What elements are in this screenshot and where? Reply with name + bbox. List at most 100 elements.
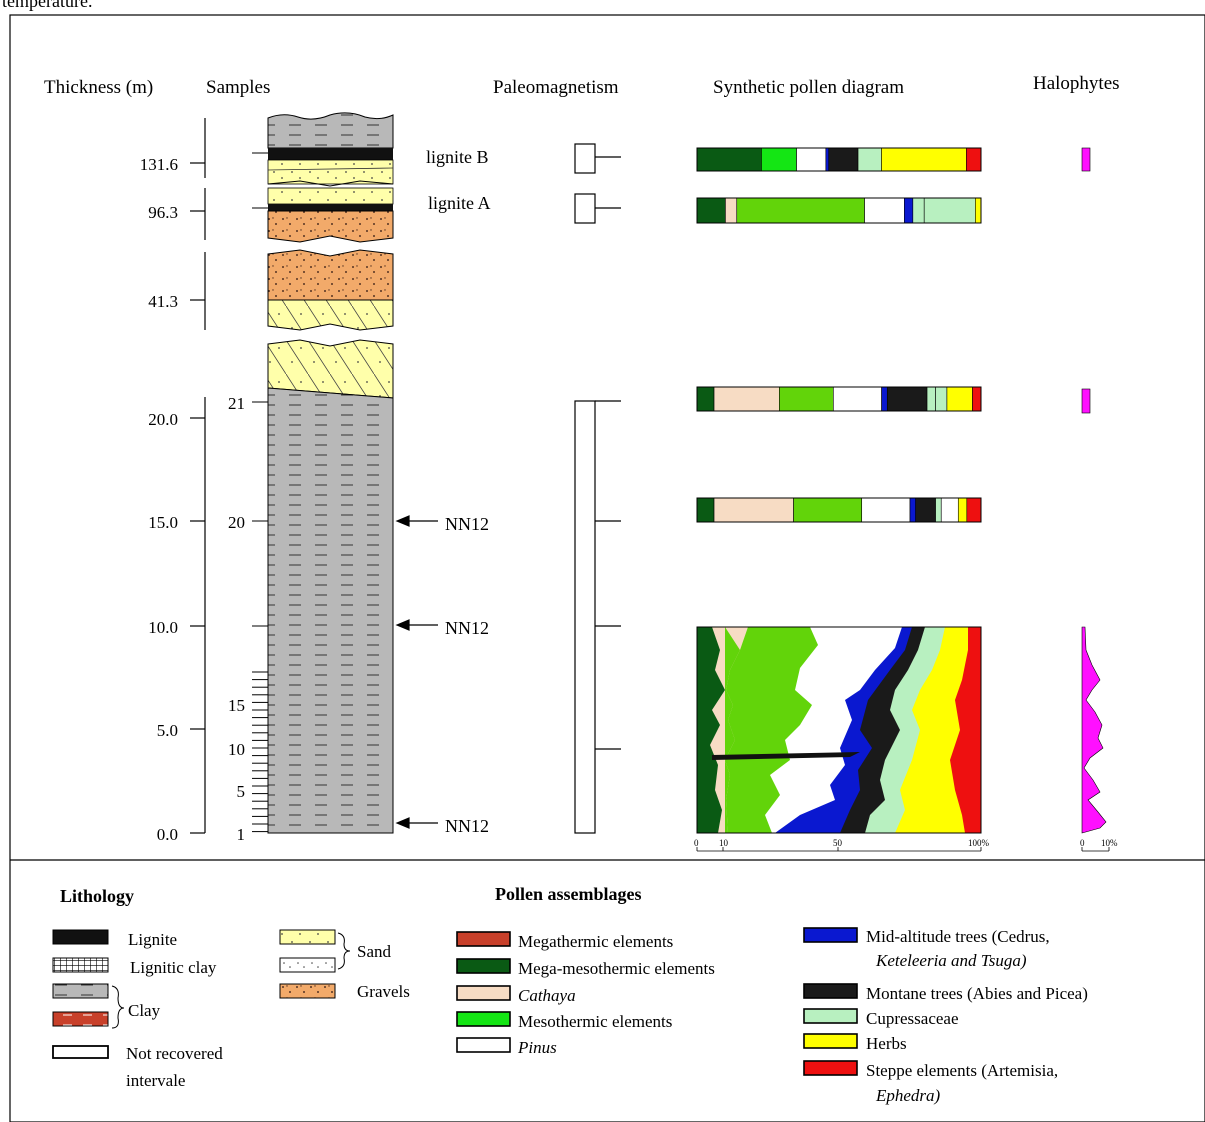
- pollen-bar-segment-sample-21: [779, 386, 834, 412]
- legend-swatch-mega_meso: [456, 958, 511, 974]
- sample-axis: [252, 401, 269, 833]
- pollen-bar-segment-lignite-b: [796, 147, 827, 172]
- legend-swatch-cathaya: [456, 985, 511, 1001]
- legend-swatch-clay-red: [52, 1011, 109, 1027]
- pollen-bar-frame: [696, 197, 982, 224]
- legend-label-clay: Clay: [128, 1001, 161, 1020]
- legend-swatch-not-recovered: [52, 1045, 109, 1059]
- thickness-tick: 96.3: [148, 203, 178, 222]
- legend-label-lignite: Lignite: [128, 930, 177, 949]
- pollen-bar-segment-sample-20: [793, 497, 863, 523]
- pollen-bars: [696, 147, 982, 523]
- legend-swatch-megathermic: [456, 931, 511, 947]
- legend-pollen-left-label: Mega-mesothermic elements: [518, 959, 715, 978]
- pollen-axis-label: 0: [694, 838, 699, 848]
- legend-swatch-pinus: [456, 1037, 511, 1053]
- litho-clay-top: [267, 112, 394, 149]
- header-paleomagnetism: Paleomagnetism: [493, 77, 619, 98]
- halophyte-bars: [1081, 147, 1091, 414]
- pollen-bar-segment-lignite-a: [696, 197, 726, 224]
- legend-label-lignitic-clay: Lignitic clay: [130, 958, 217, 977]
- pollen-bar-segment-sample-20: [940, 497, 959, 523]
- pollen-bar-segment-lignite-b: [761, 147, 797, 172]
- pollen-bar-frame: [696, 147, 982, 172]
- litho-lignite-a: [268, 204, 393, 211]
- thickness-tick: 0.0: [157, 825, 178, 844]
- legend-label-gravels: Gravels: [357, 982, 410, 1001]
- paleomag-column-lower: [574, 400, 596, 834]
- legend-swatch-lignite: [52, 929, 109, 945]
- legend-swatch-mesothermic_alt: [456, 1011, 511, 1027]
- legend-swatch-gravels: [279, 983, 336, 999]
- paleomag-box-b: [574, 143, 596, 174]
- pollen-bar-segment-lignite-a: [904, 197, 914, 224]
- pollen-legend-right: [803, 927, 858, 1076]
- pollen-legend-left: [456, 931, 511, 1053]
- legend-pollen-title: Pollen assemblages: [495, 884, 642, 904]
- litho-lignite-b: [268, 148, 393, 160]
- caption-fragment: temperature.: [2, 0, 92, 11]
- pollen-axis-label: 50: [833, 838, 843, 848]
- thickness-tick: 20.0: [148, 410, 178, 429]
- pollen-bar-segment-sample-20: [957, 497, 968, 523]
- pollen-bar-segment-sample-21: [833, 386, 882, 412]
- legend-pollen-right-label: Steppe elements (Artemisia,: [866, 1061, 1058, 1080]
- legend-sand-brace: [337, 932, 351, 970]
- legend-pollen-right-line2: Keteleeria and Tsuga): [875, 951, 1027, 970]
- legend-label-intervale: intervale: [126, 1071, 185, 1090]
- thickness-tick: 10.0: [148, 618, 178, 637]
- legend-pollen-left-label: Cathaya: [518, 986, 576, 1005]
- lignite-a-label: lignite A: [428, 193, 491, 213]
- paleomagnetism-column: [574, 143, 621, 834]
- sample-minor-ticks: [252, 671, 268, 833]
- legend-label-sand: Sand: [357, 942, 392, 961]
- pollen-bar-segment-sample-21: [935, 386, 948, 412]
- nn12-label: NN12: [445, 816, 489, 836]
- legend-swatch-mid_altitude: [803, 927, 858, 943]
- thickness-tick: 15.0: [148, 513, 178, 532]
- halophyte-bar: [1081, 147, 1091, 172]
- sample-tick: 5: [237, 782, 246, 801]
- sample-tick: 10: [228, 740, 245, 759]
- legend-pollen-left-label: Pinus: [517, 1038, 557, 1057]
- pollen-bar-segment-sample-20: [915, 497, 936, 523]
- litho-sand-a: [267, 187, 394, 205]
- legend-pollen-right-line2: Ephedra): [875, 1086, 941, 1105]
- pollen-bar-frame: [696, 386, 982, 412]
- halophyte-bar: [1081, 388, 1091, 414]
- pollen-bar-segment-sample-21: [972, 386, 982, 412]
- pollen-bar-segment-sample-21: [926, 386, 936, 412]
- pollen-axis: [696, 847, 982, 852]
- header-halophytes: Halophytes: [1033, 73, 1120, 94]
- pollen-bar-segment-sample-20: [696, 497, 715, 523]
- pollen-bar-segment-lignite-b: [966, 147, 982, 172]
- legend-swatch-sand-white: [279, 957, 336, 973]
- figure-frame: [9, 14, 1205, 1122]
- nannofossil-markers: [395, 515, 438, 829]
- legend-swatch-herbs: [803, 1033, 858, 1049]
- legend-label-not-recovered: Not recovered: [126, 1044, 223, 1063]
- halophyte-curve: [1081, 626, 1107, 834]
- halophyte-axis-label: 10%: [1101, 838, 1118, 848]
- sample-tick: 20: [228, 513, 245, 532]
- litho-gravel-a: [267, 210, 394, 243]
- thickness-axis: [190, 118, 206, 834]
- pollen-bar-segment-sample-20: [935, 497, 942, 523]
- sample-tick: 1: [237, 825, 246, 844]
- pollen-axis-label: 10: [719, 838, 729, 848]
- legend-lithology-title: Lithology: [60, 886, 134, 906]
- lignite-b-label: lignite B: [426, 147, 489, 167]
- pollen-bar-segment-lignite-a: [923, 197, 976, 224]
- pollen-bar-segment-sample-21: [713, 386, 780, 412]
- legend-swatch-steppe: [803, 1060, 858, 1076]
- pollen-bar-segment-lignite-a: [864, 197, 905, 224]
- nn12-label: NN12: [445, 618, 489, 638]
- pollen-bar-segment-sample-20: [966, 497, 982, 523]
- legend-swatch-sand-yellow: [279, 929, 336, 945]
- pollen-bar-frame: [696, 497, 982, 523]
- pollen-bar-segment-sample-20: [713, 497, 794, 523]
- pollen-bar-segment-lignite-a: [725, 197, 738, 224]
- lithological-column: [267, 112, 394, 834]
- paleomag-box-a: [574, 193, 596, 224]
